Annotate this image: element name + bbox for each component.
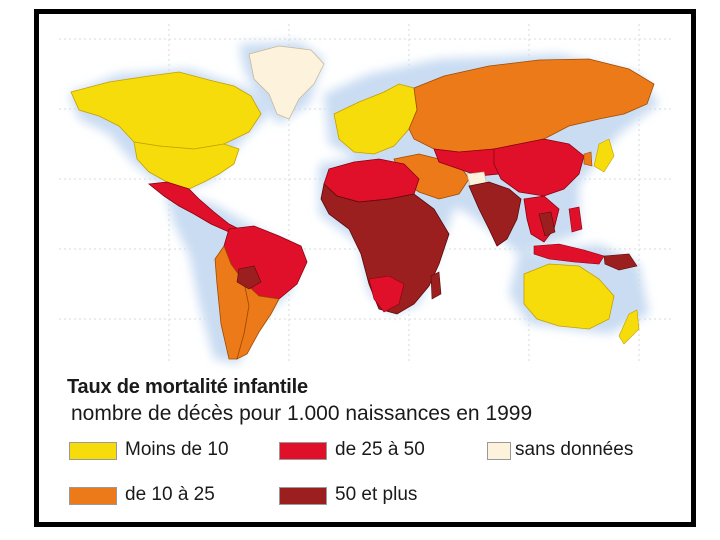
legend-label: de 10 à 25 <box>125 484 215 505</box>
new-zealand <box>618 309 640 345</box>
canada <box>70 71 262 150</box>
russia <box>408 58 655 153</box>
china <box>493 138 585 197</box>
legend-title: Taux de mortalité infantile <box>67 376 308 398</box>
indochina <box>538 211 556 237</box>
southern-africa <box>368 275 405 313</box>
legend-label: Moins de 10 <box>125 439 229 460</box>
world-map-svg <box>59 24 671 364</box>
south-america-south <box>236 280 280 360</box>
legend-label: sans données <box>515 439 634 460</box>
korea <box>583 151 593 167</box>
bolivia <box>236 265 262 290</box>
madagascar <box>430 271 442 300</box>
japan <box>593 138 615 173</box>
papua <box>603 253 638 271</box>
legend-label: de 25 à 50 <box>335 439 425 460</box>
legend-swatch <box>279 442 327 460</box>
australia <box>523 263 615 330</box>
sub-saharan-africa <box>320 183 450 315</box>
legend-label: 50 et plus <box>335 484 418 505</box>
legend-swatch <box>487 442 511 460</box>
legend-swatch <box>69 487 117 505</box>
legend-subtitle: nombre de décès pour 1.000 naissances en… <box>71 402 533 425</box>
philippines <box>568 206 583 233</box>
legend-swatch <box>69 442 117 460</box>
legend-swatch <box>279 487 327 505</box>
usa <box>133 141 240 190</box>
greenland <box>248 45 325 120</box>
south-asia <box>468 181 522 247</box>
indonesia <box>533 243 605 265</box>
map-frame: Taux de mortalité infantile nombre de dé… <box>34 9 696 527</box>
world-map <box>39 14 691 374</box>
